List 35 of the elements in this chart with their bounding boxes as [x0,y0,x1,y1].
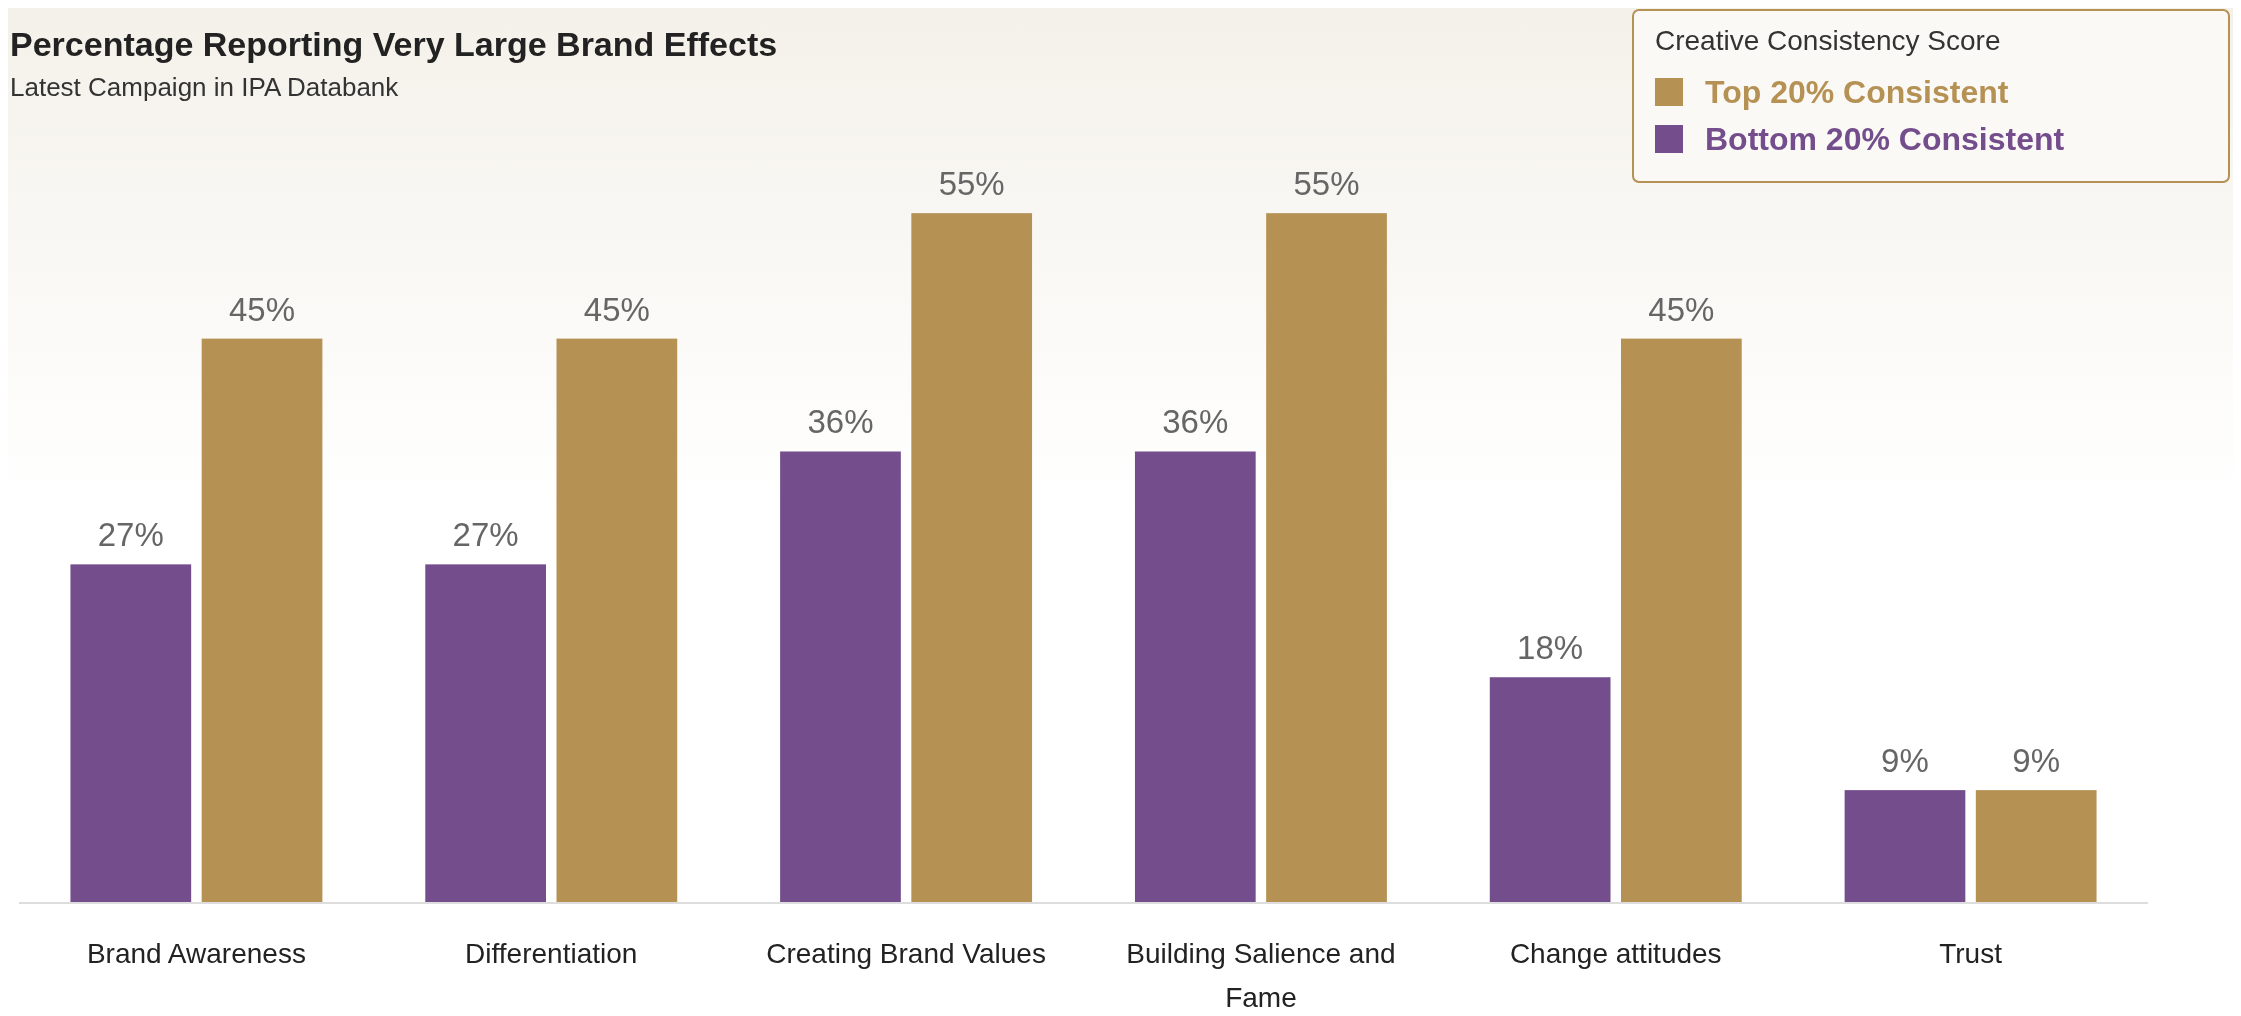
chart-title: Percentage Reporting Very Large Brand Effects [10,25,778,63]
bar [201,338,323,903]
bar [1266,213,1387,903]
data-label: 55% [1293,165,1360,203]
x-tick-label: Differentiation [465,938,638,969]
legend-title: Creative Consistency Score [1655,25,2001,56]
bar [1621,338,1742,903]
bar [556,338,678,903]
x-tick-label: Building Salience and Fame [1126,938,1396,1013]
bar [1489,677,1611,903]
x-tick-label: Creating Brand Values [766,938,1046,969]
data-label: 45% [228,290,296,328]
bar [780,451,901,903]
x-tick-label: Trust [1939,938,2003,969]
legend-label: Top 20% Consistent [1705,74,2009,110]
bar [425,564,546,903]
chart-subtitle: Latest Campaign in IPA Databank [10,72,400,102]
bar [1844,790,1966,903]
data-label: 9% [2012,742,2061,780]
data-label: 45% [583,290,650,328]
bar [1134,451,1256,903]
bar [911,213,1033,903]
bar [70,564,192,903]
data-label: 27% [452,516,519,554]
bar [1975,790,2097,903]
data-label: 45% [1648,290,1715,328]
data-label: 27% [97,516,164,554]
legend-label: Bottom 20% Consistent [1705,121,2065,157]
x-tick-label: Brand Awareness [86,938,306,969]
data-label: 18% [1517,629,1584,667]
data-label: 36% [1162,403,1229,441]
data-label: 55% [938,165,1005,203]
data-label: 9% [1881,742,1929,780]
data-label: 36% [807,403,874,441]
x-tick-label: Change attitudes [1509,938,1722,969]
